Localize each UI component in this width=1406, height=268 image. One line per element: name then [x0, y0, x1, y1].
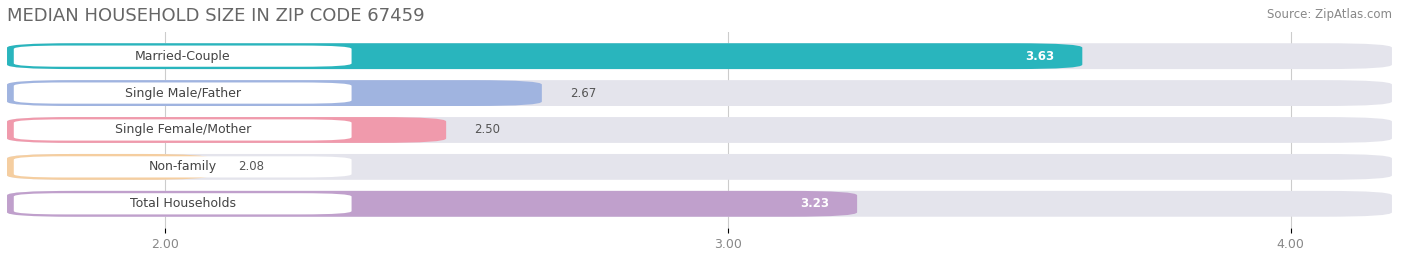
Text: Married-Couple: Married-Couple [135, 50, 231, 63]
FancyBboxPatch shape [7, 191, 858, 217]
Text: 2.08: 2.08 [238, 160, 264, 173]
Text: 2.50: 2.50 [474, 124, 501, 136]
Text: Source: ZipAtlas.com: Source: ZipAtlas.com [1267, 8, 1392, 21]
Text: Non-family: Non-family [149, 160, 217, 173]
Text: 3.63: 3.63 [1025, 50, 1054, 63]
Text: Single Male/Father: Single Male/Father [125, 87, 240, 100]
FancyBboxPatch shape [14, 119, 352, 141]
FancyBboxPatch shape [14, 193, 352, 214]
FancyBboxPatch shape [7, 117, 446, 143]
Text: 3.23: 3.23 [800, 197, 830, 210]
FancyBboxPatch shape [14, 46, 352, 67]
FancyBboxPatch shape [7, 43, 1392, 69]
FancyBboxPatch shape [7, 80, 541, 106]
FancyBboxPatch shape [14, 156, 352, 177]
FancyBboxPatch shape [7, 154, 1392, 180]
FancyBboxPatch shape [7, 154, 209, 180]
FancyBboxPatch shape [7, 117, 1392, 143]
FancyBboxPatch shape [7, 191, 1392, 217]
Text: Single Female/Mother: Single Female/Mother [114, 124, 250, 136]
FancyBboxPatch shape [7, 43, 1083, 69]
FancyBboxPatch shape [14, 83, 352, 104]
Text: MEDIAN HOUSEHOLD SIZE IN ZIP CODE 67459: MEDIAN HOUSEHOLD SIZE IN ZIP CODE 67459 [7, 7, 425, 25]
Text: Total Households: Total Households [129, 197, 236, 210]
Text: 2.67: 2.67 [569, 87, 596, 100]
FancyBboxPatch shape [7, 80, 1392, 106]
